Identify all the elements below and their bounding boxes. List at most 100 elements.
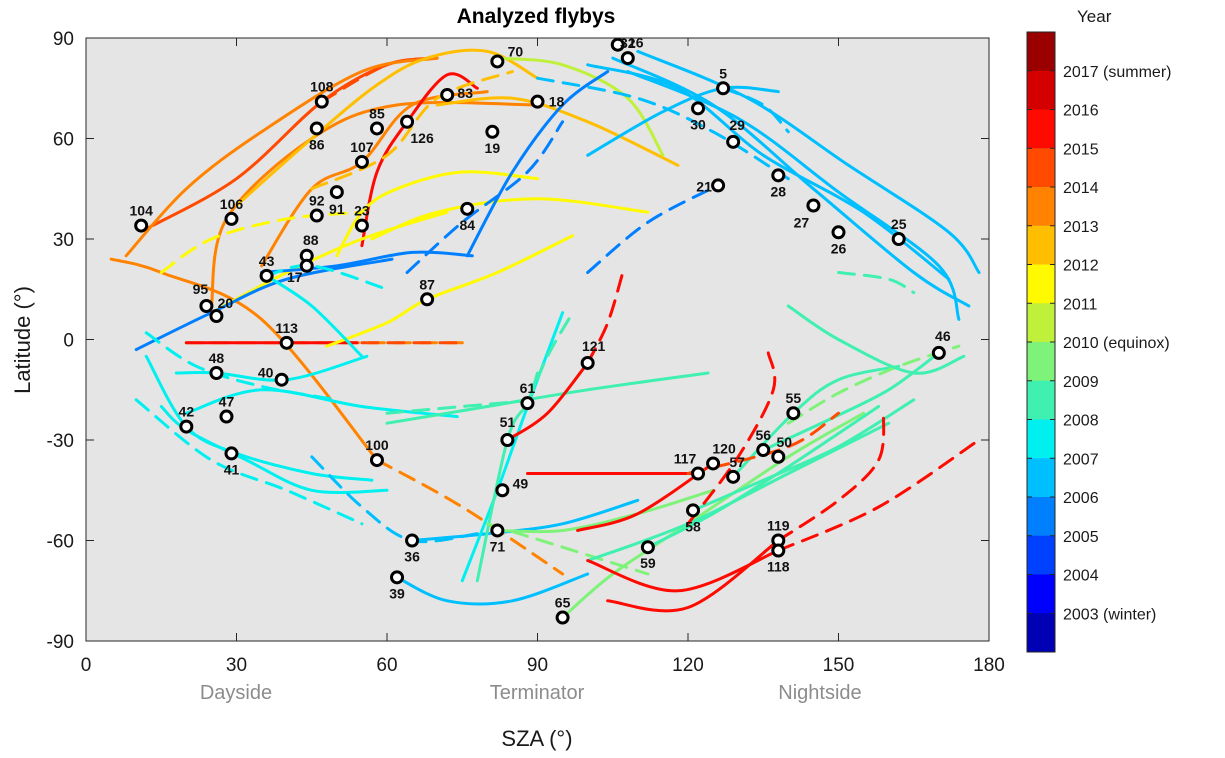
flyby-marker-42 bbox=[179, 419, 194, 434]
flyby-label-46: 46 bbox=[935, 328, 951, 344]
flyby-track bbox=[536, 76, 790, 181]
flyby-marker-106 bbox=[224, 211, 239, 226]
flyby-label-55: 55 bbox=[786, 390, 802, 406]
flyby-track bbox=[686, 351, 777, 526]
flyby-marker-113 bbox=[279, 335, 294, 350]
x-tick-label: 150 bbox=[823, 655, 855, 676]
colorbar-label: 2007 bbox=[1063, 451, 1099, 468]
y-tick-label: 0 bbox=[63, 331, 74, 352]
colorbar-label: 2011 bbox=[1063, 296, 1098, 313]
flyby-marker-120 bbox=[706, 456, 721, 471]
flyby-marker-100 bbox=[369, 453, 384, 468]
y-axis-label: Latitude (°) bbox=[10, 286, 35, 394]
x-tick-label: 90 bbox=[527, 655, 548, 676]
flyby-track bbox=[837, 271, 916, 295]
flyby-label-120: 120 bbox=[712, 440, 736, 456]
flyby-marker-84 bbox=[460, 201, 475, 216]
flyby-marker-95 bbox=[199, 299, 214, 313]
flyby-label-106: 106 bbox=[220, 196, 244, 212]
flyby-label-71: 71 bbox=[490, 538, 506, 554]
flyby-label-51: 51 bbox=[500, 414, 516, 430]
colorbar-label: 2009 bbox=[1063, 374, 1099, 391]
flyby-label-65: 65 bbox=[555, 595, 571, 611]
flyby-marker-71 bbox=[490, 523, 505, 538]
flyby-label-43: 43 bbox=[259, 253, 275, 269]
flyby-label-50: 50 bbox=[777, 434, 793, 450]
flyby-marker-36 bbox=[405, 533, 420, 548]
flyby-label-119: 119 bbox=[767, 518, 790, 534]
flyby-track bbox=[611, 56, 971, 308]
flyby-track bbox=[159, 405, 389, 495]
region-label-nightside: Nightside bbox=[778, 682, 861, 704]
flyby-track bbox=[385, 371, 710, 425]
flyby-marker-91 bbox=[329, 185, 344, 200]
colorbar-segment bbox=[1027, 32, 1055, 72]
flyby-track bbox=[786, 344, 961, 425]
flyby-track bbox=[310, 455, 479, 544]
colorbar: 2017 (summer) 2016 2015 2014 2013 2012 2011 201… bbox=[1026, 31, 1171, 653]
flyby-track bbox=[586, 85, 780, 157]
axis-ticks: 0 30 60 90 120 150 180 90 60 30 0 -30 -60 -90 bbox=[47, 29, 1005, 676]
flyby-track bbox=[460, 311, 565, 583]
flyby-label-16: 16 bbox=[628, 35, 644, 51]
flyby-marker-50 bbox=[771, 449, 786, 464]
flyby-label-30: 30 bbox=[690, 116, 706, 132]
flyby-track bbox=[586, 271, 625, 365]
colorbar-segment bbox=[1027, 70, 1055, 110]
flyby-track bbox=[485, 522, 650, 576]
flyby-label-36: 36 bbox=[404, 549, 420, 565]
flyby-marker-55 bbox=[786, 406, 801, 421]
colorbar-segment bbox=[1027, 497, 1055, 537]
flyby-marker-49 bbox=[495, 483, 510, 498]
flyby-marker-23 bbox=[354, 218, 369, 233]
colorbar-label: 2004 bbox=[1063, 568, 1099, 585]
flyby-label-59: 59 bbox=[640, 555, 656, 571]
flyby-markers bbox=[134, 37, 946, 625]
flyby-label-92: 92 bbox=[309, 193, 325, 209]
flyby-label-126: 126 bbox=[410, 130, 434, 146]
colorbar-segment bbox=[1027, 264, 1055, 304]
colorbar-label: 2017 (summer) bbox=[1063, 64, 1171, 81]
flyby-marker-32 bbox=[620, 51, 635, 66]
x-tick-label: 180 bbox=[973, 655, 1005, 676]
colorbar-label: 2016 bbox=[1063, 103, 1099, 120]
flyby-label-39: 39 bbox=[389, 585, 405, 601]
flyby-label-57: 57 bbox=[729, 454, 745, 470]
flyby-track bbox=[109, 257, 379, 462]
flyby-marker-27 bbox=[806, 198, 821, 213]
flyby-marker-26 bbox=[831, 225, 846, 240]
flyby-marker-29 bbox=[726, 134, 741, 149]
flyby-track bbox=[586, 549, 780, 593]
colorbar-segment bbox=[1027, 342, 1055, 382]
plot-area bbox=[86, 38, 989, 641]
flyby-marker-92 bbox=[309, 208, 324, 223]
flyby-label-100: 100 bbox=[365, 437, 389, 453]
flyby-label-88: 88 bbox=[303, 232, 319, 248]
flyby-marker-108 bbox=[314, 94, 329, 109]
y-tick-label: 30 bbox=[53, 230, 74, 251]
flyby-track bbox=[124, 56, 439, 258]
flyby-label-118: 118 bbox=[767, 559, 790, 575]
colorbar-segment bbox=[1027, 148, 1055, 188]
region-label-terminator: Terminator bbox=[490, 682, 585, 704]
flyby-label-19: 19 bbox=[485, 140, 501, 156]
flyby-marker-117 bbox=[691, 466, 706, 481]
flyby-label-32: 32 bbox=[620, 35, 636, 51]
flyby-label-61: 61 bbox=[520, 380, 536, 396]
flyby-track bbox=[636, 49, 981, 274]
flyby-track bbox=[606, 539, 780, 613]
flyby-track bbox=[761, 351, 941, 452]
flyby-label-87: 87 bbox=[419, 276, 435, 292]
flyby-track bbox=[235, 48, 539, 207]
flyby-track bbox=[265, 264, 389, 291]
flyby-marker-46 bbox=[931, 345, 946, 360]
flyby-label-113: 113 bbox=[275, 320, 298, 336]
flyby-label-70: 70 bbox=[508, 43, 524, 59]
flyby-label-42: 42 bbox=[179, 404, 195, 420]
flyby-track bbox=[786, 304, 966, 375]
flyby-track bbox=[586, 421, 891, 563]
flyby-label-17: 17 bbox=[287, 269, 303, 285]
region-label-dayside: Dayside bbox=[200, 682, 272, 704]
flyby-label-83: 83 bbox=[457, 85, 473, 101]
